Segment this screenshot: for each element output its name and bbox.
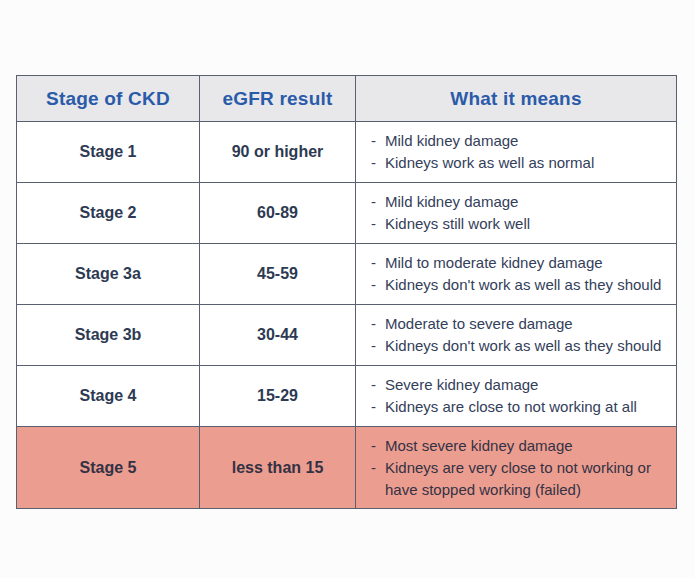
means-item: Kidneys are close to not working at all — [370, 396, 666, 418]
table-row: Stage 1 90 or higher Mild kidney damageK… — [17, 122, 677, 183]
header-what-it-means: What it means — [356, 76, 677, 122]
means-item: Kidneys don't work as well as they shoul… — [370, 335, 666, 357]
means-list: Most severe kidney damageKidneys are ver… — [370, 435, 666, 500]
egfr-cell: 45-59 — [200, 244, 356, 305]
means-item: Kidneys work as well as normal — [370, 152, 666, 174]
egfr-cell: less than 15 — [200, 427, 356, 509]
header-row: Stage of CKD eGFR result What it means — [17, 76, 677, 122]
stage-cell: Stage 4 — [17, 366, 200, 427]
means-item: Kidneys don't work as well as they shoul… — [370, 274, 666, 296]
table-body: Stage 1 90 or higher Mild kidney damageK… — [17, 122, 677, 509]
means-list: Mild kidney damageKidneys work as well a… — [370, 130, 666, 174]
means-item: Mild kidney damage — [370, 130, 666, 152]
means-item: Moderate to severe damage — [370, 313, 666, 335]
stage-cell: Stage 3b — [17, 305, 200, 366]
egfr-cell: 30-44 — [200, 305, 356, 366]
means-item: Most severe kidney damage — [370, 435, 666, 457]
table-row: Stage 3a 45-59 Mild to moderate kidney d… — [17, 244, 677, 305]
stage-cell: Stage 1 — [17, 122, 200, 183]
stage-cell: Stage 5 — [17, 427, 200, 509]
stage-cell: Stage 3a — [17, 244, 200, 305]
egfr-cell: 15-29 — [200, 366, 356, 427]
means-item: Kidneys are very close to not working or… — [370, 457, 666, 501]
page: Stage of CKD eGFR result What it means S… — [0, 0, 695, 578]
header-stage-of-ckd: Stage of CKD — [17, 76, 200, 122]
table-row: Stage 4 15-29 Severe kidney damageKidney… — [17, 366, 677, 427]
means-item: Mild kidney damage — [370, 191, 666, 213]
means-item: Kidneys still work well — [370, 213, 666, 235]
table-row: Stage 5 less than 15 Most severe kidney … — [17, 427, 677, 509]
egfr-cell: 60-89 — [200, 183, 356, 244]
table-header: Stage of CKD eGFR result What it means — [17, 76, 677, 122]
table-row: Stage 3b 30-44 Moderate to severe damage… — [17, 305, 677, 366]
ckd-stages-table: Stage of CKD eGFR result What it means S… — [16, 75, 677, 509]
means-list: Mild kidney damageKidneys still work wel… — [370, 191, 666, 235]
stage-cell: Stage 2 — [17, 183, 200, 244]
table-row: Stage 2 60-89 Mild kidney damageKidneys … — [17, 183, 677, 244]
egfr-cell: 90 or higher — [200, 122, 356, 183]
means-item: Severe kidney damage — [370, 374, 666, 396]
header-egfr-result: eGFR result — [200, 76, 356, 122]
means-item: Mild to moderate kidney damage — [370, 252, 666, 274]
means-list: Moderate to severe damageKidneys don't w… — [370, 313, 666, 357]
means-list: Severe kidney damageKidneys are close to… — [370, 374, 666, 418]
means-list: Mild to moderate kidney damageKidneys do… — [370, 252, 666, 296]
